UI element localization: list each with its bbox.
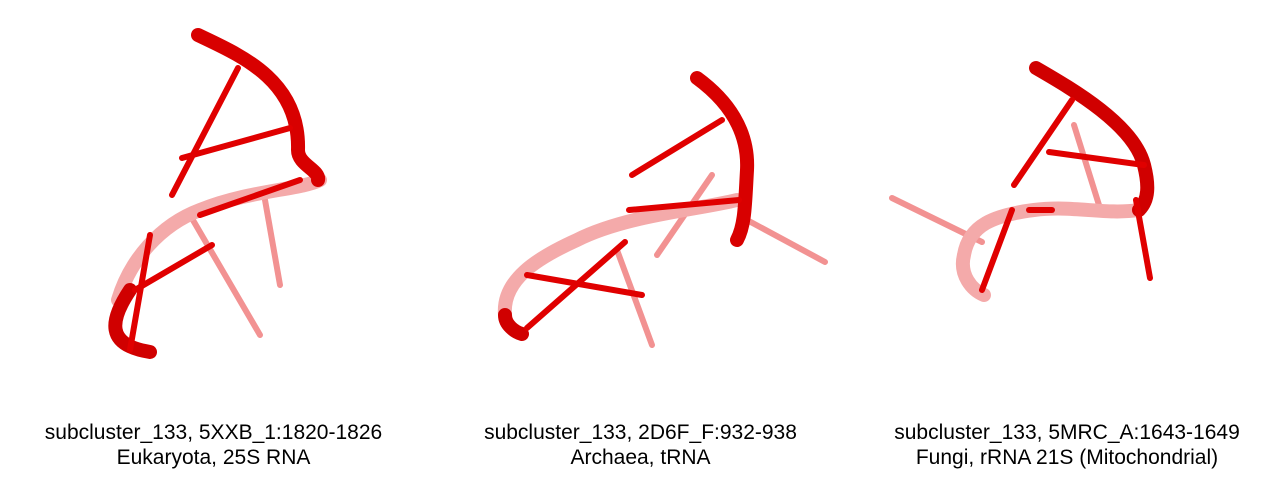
caption-2-line-1: subcluster_133, 2D6F_F:932-938 bbox=[484, 421, 797, 444]
structure-panel-3: subcluster_133, 5MRC_A:1643-1649 Fungi, … bbox=[854, 0, 1280, 480]
caption-3-line-2: Fungi, rRNA 21S (Mitochondrial) bbox=[915, 446, 1219, 469]
caption-3: subcluster_133, 5MRC_A:1643-1649 Fungi, … bbox=[854, 420, 1280, 470]
structure-panel-1: subcluster_133, 5XXB_1:1820-1826 Eukaryo… bbox=[0, 0, 427, 480]
caption-1: subcluster_133, 5XXB_1:1820-1826 Eukaryo… bbox=[0, 420, 427, 470]
structure-panel-2: subcluster_133, 2D6F_F:932-938 Archaea, … bbox=[427, 0, 854, 480]
rna-structure-image-2 bbox=[497, 71, 828, 348]
caption-1-line-1: subcluster_133, 5XXB_1:1820-1826 bbox=[44, 421, 383, 444]
caption-2: subcluster_133, 2D6F_F:932-938 Archaea, … bbox=[427, 420, 854, 470]
caption-1-line-2: Eukaryota, 25S RNA bbox=[116, 446, 311, 469]
caption-3-line-1: subcluster_133, 5MRC_A:1643-1649 bbox=[894, 421, 1240, 444]
caption-2-line-2: Archaea, tRNA bbox=[570, 446, 711, 469]
rna-structure-image-1 bbox=[108, 28, 327, 359]
rna-structure-image-3 bbox=[889, 61, 1155, 302]
